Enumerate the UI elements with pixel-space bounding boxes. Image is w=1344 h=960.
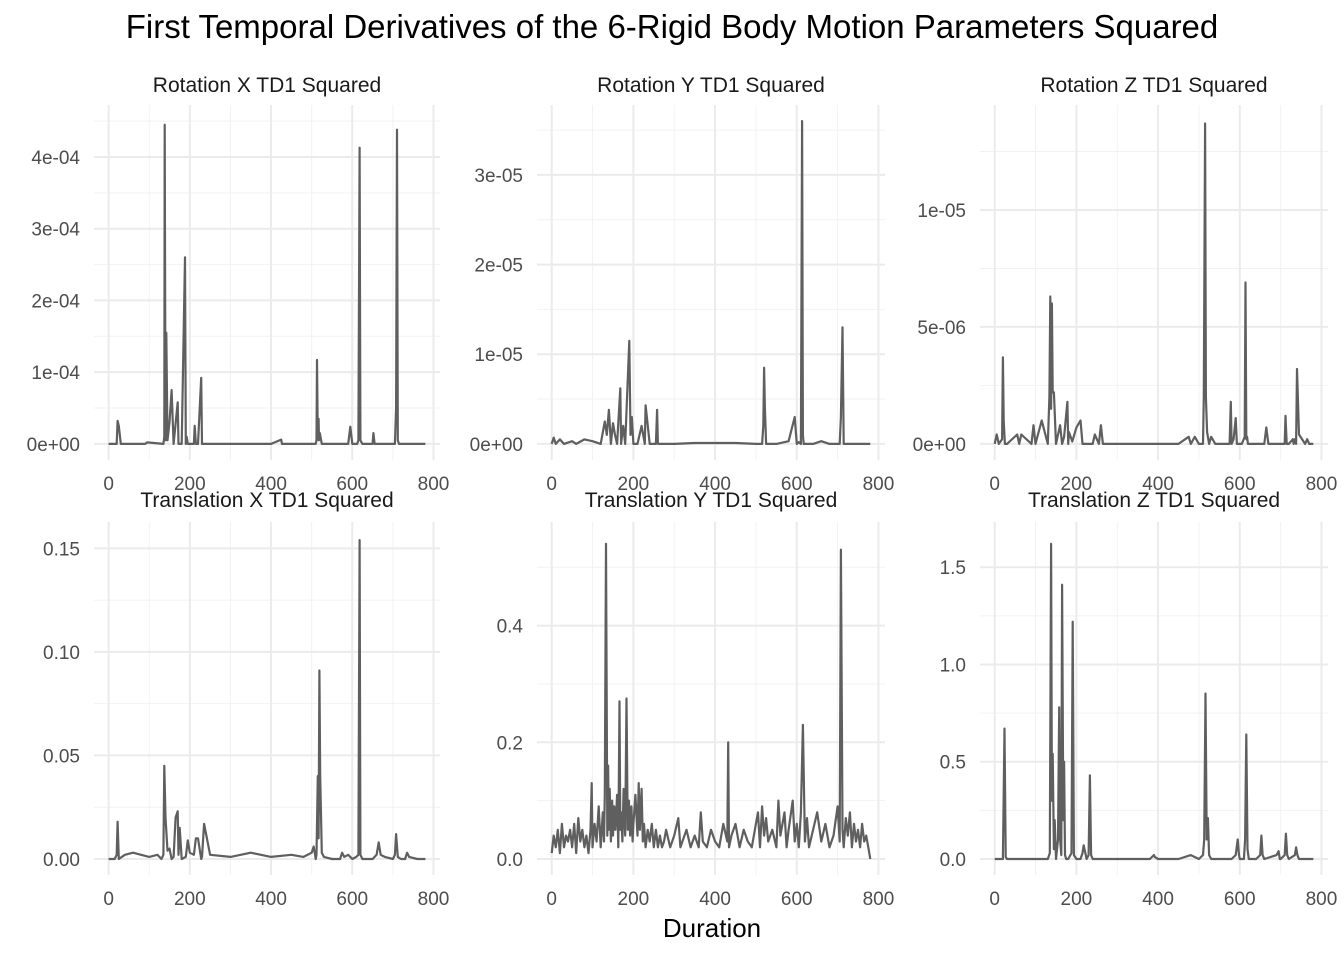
- panel-3: 0e+00 5e-06 1e-05 0 200 400 600 800 Rotation Z T…: [913, 74, 1338, 495]
- x-tick-label: 800: [863, 889, 895, 910]
- panel-title: Translation Z TD1 Squared: [1028, 489, 1280, 512]
- y-tick-label: 1e-04: [31, 363, 80, 384]
- x-tick-label: 800: [418, 474, 450, 495]
- y-tick-label: 0.10: [43, 643, 80, 664]
- y-tick-label: 0e+00: [913, 435, 966, 456]
- y-tick-label: 0.05: [43, 746, 80, 767]
- y-tick-label: 2e-04: [31, 291, 80, 312]
- x-tick-label: 600: [336, 889, 368, 910]
- panel-5: 0.0 0.2 0.4 0 200 400 600 800 Translation Y TD1 …: [497, 489, 895, 910]
- x-tick-label: 400: [255, 474, 287, 495]
- y-tick-label: 1.0: [940, 655, 966, 676]
- panel-title: Translation Y TD1 Squared: [585, 489, 838, 512]
- x-tick-label: 800: [418, 889, 450, 910]
- y-tick-label: 0.5: [940, 753, 966, 774]
- x-tick-label: 0: [989, 474, 1000, 495]
- x-tick-label: 0: [989, 889, 1000, 910]
- panel-1: 0e+00 1e-04 2e-04 3e-04 4e-04 0 200 400 600 800 Ro…: [27, 74, 450, 495]
- x-tick-label: 400: [1142, 889, 1174, 910]
- y-tick-label: 0.2: [497, 733, 523, 754]
- chart-title: First Temporal Derivatives of the 6-Rigi…: [125, 8, 1219, 45]
- panel-2: 0e+00 1e-05 2e-05 3e-05 0 200 400 600 800 Rotatio…: [470, 74, 895, 495]
- series-line: [108, 539, 426, 861]
- x-tick-label: 400: [1142, 474, 1174, 495]
- x-tick-label: 600: [336, 474, 368, 495]
- x-tick-label: 800: [863, 474, 895, 495]
- x-tick-label: 200: [1061, 889, 1093, 910]
- y-tick-label: 2e-05: [474, 256, 523, 277]
- x-tick-label: 200: [174, 889, 206, 910]
- y-tick-label: 0e+00: [470, 435, 523, 456]
- y-tick-label: 0.00: [43, 850, 80, 871]
- y-tick-label: 0.15: [43, 539, 80, 560]
- y-tick-label: 1e-05: [917, 201, 966, 222]
- x-tick-label: 200: [618, 889, 650, 910]
- series-line: [550, 542, 872, 860]
- x-tick-label: 0: [546, 474, 557, 495]
- series-line: [994, 542, 1314, 861]
- panel-title: Rotation X TD1 Squared: [153, 74, 381, 97]
- x-tick-label: 400: [699, 889, 731, 910]
- y-tick-label: 0.0: [940, 850, 966, 871]
- x-tick-label: 200: [1061, 474, 1093, 495]
- panel-title: Translation X TD1 Squared: [140, 489, 393, 512]
- panel-4: 0.00 0.05 0.10 0.15 0 200 400 600 800 Translation…: [43, 489, 449, 910]
- y-tick-label: 3e-05: [474, 166, 523, 187]
- y-tick-label: 0.0: [497, 850, 523, 871]
- x-tick-label: 600: [781, 474, 813, 495]
- x-axis-title: Duration: [662, 913, 762, 943]
- x-tick-label: 200: [618, 474, 650, 495]
- y-tick-label: 4e-04: [31, 148, 80, 169]
- x-tick-label: 0: [103, 474, 114, 495]
- panel-title: Rotation Y TD1 Squared: [597, 74, 825, 97]
- y-tick-label: 1e-05: [474, 345, 523, 366]
- x-tick-label: 0: [103, 889, 114, 910]
- x-tick-label: 200: [174, 474, 206, 495]
- x-tick-label: 800: [1306, 474, 1338, 495]
- x-tick-label: 600: [1224, 889, 1256, 910]
- y-tick-label: 0e+00: [27, 435, 80, 456]
- x-tick-label: 800: [1306, 889, 1338, 910]
- x-tick-label: 0: [546, 889, 557, 910]
- panel-title: Rotation Z TD1 Squared: [1040, 74, 1267, 97]
- x-tick-label: 400: [699, 474, 731, 495]
- x-tick-label: 600: [781, 889, 813, 910]
- y-tick-label: 5e-06: [917, 318, 966, 339]
- series-line: [550, 120, 871, 445]
- x-tick-label: 600: [1224, 474, 1256, 495]
- panel-6: 0.0 0.5 1.0 1.5 0 200 400 600 800 Translation Z T…: [940, 489, 1338, 910]
- y-tick-label: 3e-04: [31, 220, 80, 241]
- x-tick-label: 400: [255, 889, 287, 910]
- series-line: [108, 123, 426, 445]
- y-tick-label: 0.4: [497, 617, 524, 638]
- y-tick-label: 1.5: [940, 558, 966, 579]
- series-line: [993, 122, 1314, 445]
